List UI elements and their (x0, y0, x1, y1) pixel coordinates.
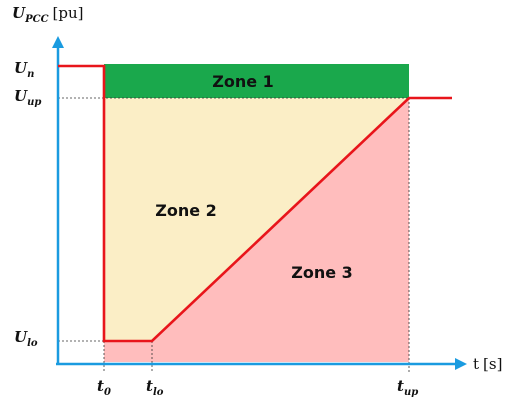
zone-3-label: Zone 3 (291, 263, 353, 282)
y-tick-uup-sub: up (27, 97, 41, 108)
x-tick-tlo-sub: lo (153, 387, 164, 398)
x-tick-t0-sub: 0 (104, 387, 111, 398)
x-tick-tup-main: t (397, 377, 404, 395)
zone-1-label: Zone 1 (212, 72, 274, 91)
y-axis-title-unit: [pu] (53, 4, 84, 22)
zone-2-label: Zone 2 (155, 201, 217, 220)
x-axis-arrowhead (455, 358, 467, 370)
guide-lines (58, 97, 410, 372)
x-axis-title: t [s] (473, 355, 502, 373)
x-tick-t0: t0 (97, 377, 111, 398)
y-tick-un: Un (14, 59, 34, 80)
zone-2-region (104, 98, 409, 341)
x-tick-t0-main: t (97, 377, 104, 395)
y-tick-ulo-main: U (14, 328, 28, 346)
zone-1-region (104, 64, 409, 98)
y-tick-uup: Uup (14, 87, 41, 108)
y-tick-ulo-sub: lo (27, 338, 38, 349)
y-tick-ulo: Ulo (14, 328, 38, 349)
zone-3-region (104, 98, 409, 362)
y-axis-title-main: U (12, 4, 26, 22)
x-tick-tup: tup (397, 377, 418, 398)
x-axis-title-main: t (473, 355, 479, 373)
y-tick-uup-main: U (14, 87, 28, 105)
y-axis-arrowhead (52, 36, 64, 48)
y-tick-un-sub: n (27, 69, 34, 80)
x-tick-tlo: tlo (146, 377, 164, 398)
voltage-curve (58, 64, 452, 343)
y-axis-title-sub: PCC (24, 14, 48, 25)
x-tick-tup-sub: up (404, 387, 418, 398)
y-tick-un-main: U (14, 59, 28, 77)
y-axis-title: UPCC [pu] (12, 4, 84, 25)
x-axis-title-unit: [s] (483, 355, 502, 373)
x-tick-tlo-main: t (146, 377, 153, 395)
